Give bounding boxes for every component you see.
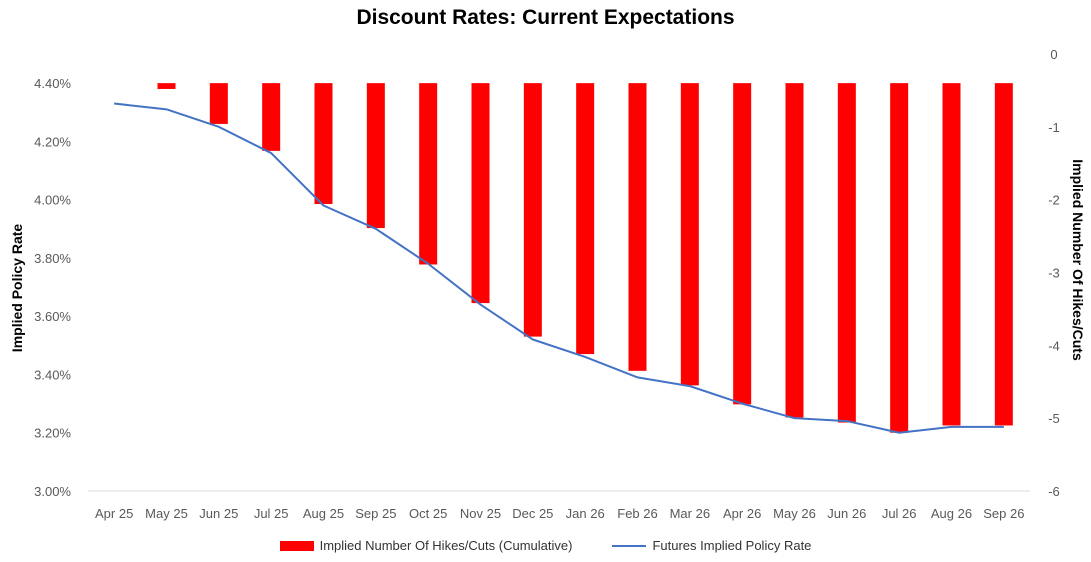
x-tick-label: Aug 25 xyxy=(303,506,344,521)
x-tick-label: Jun 25 xyxy=(199,506,238,521)
legend-item-line: Futures Implied Policy Rate xyxy=(612,538,811,553)
x-tick-label: Sep 25 xyxy=(355,506,396,521)
bar xyxy=(680,83,699,386)
y-right-tick-label: -4 xyxy=(1048,338,1060,353)
x-tick-label: Nov 25 xyxy=(460,506,501,521)
x-tick-label: Feb 26 xyxy=(617,506,657,521)
x-tick-label: Aug 26 xyxy=(931,506,972,521)
x-tick-label: May 26 xyxy=(773,506,816,521)
x-tick-label: Dec 25 xyxy=(512,506,553,521)
y-left-tick-label: 3.40% xyxy=(34,367,71,382)
bar xyxy=(942,83,961,426)
y-right-tick-label: -6 xyxy=(1048,484,1060,499)
y-left-tick-label: 4.20% xyxy=(34,134,71,149)
bar xyxy=(576,83,595,355)
bar xyxy=(890,83,909,433)
y-left-tick-label: 3.60% xyxy=(34,309,71,324)
bar xyxy=(209,83,228,124)
y-left-tick-label: 3.20% xyxy=(34,426,71,441)
x-tick-label: Apr 26 xyxy=(723,506,761,521)
y-right-tick-label: -3 xyxy=(1048,266,1060,281)
y-left-tick-label: 3.00% xyxy=(34,484,71,499)
bar xyxy=(157,83,176,89)
x-tick-label: Oct 25 xyxy=(409,506,447,521)
y-left-tick-label: 4.40% xyxy=(34,76,71,91)
bar xyxy=(314,83,333,205)
legend-label-bars: Implied Number Of Hikes/Cuts (Cumulative… xyxy=(319,538,573,553)
bar xyxy=(837,83,856,423)
bar xyxy=(994,83,1013,426)
y-right-tick-label: 0 xyxy=(1050,47,1057,62)
x-tick-label: May 25 xyxy=(145,506,188,521)
y-left-tick-label: 3.80% xyxy=(34,251,71,266)
bar xyxy=(785,83,804,418)
x-tick-label: Jul 26 xyxy=(882,506,917,521)
bar xyxy=(733,83,752,405)
legend-label-line: Futures Implied Policy Rate xyxy=(652,538,812,553)
legend-item-bars: Implied Number Of Hikes/Cuts (Cumulative… xyxy=(279,538,573,553)
legend: Implied Number Of Hikes/Cuts (Cumulative… xyxy=(0,538,1091,553)
x-tick-label: Jun 26 xyxy=(827,506,866,521)
chart-title: Discount Rates: Current Expectations xyxy=(356,6,735,29)
bar xyxy=(366,83,385,229)
y-right-tick-label: -2 xyxy=(1048,193,1060,208)
y-right-tick-label: -1 xyxy=(1048,120,1060,135)
y-right-tick-label: -5 xyxy=(1048,411,1060,426)
x-tick-label: Mar 26 xyxy=(670,506,710,521)
legend-swatch-bars xyxy=(279,540,314,551)
x-tick-label: Apr 25 xyxy=(95,506,133,521)
legend-swatch-line xyxy=(612,544,647,547)
bar xyxy=(419,83,438,265)
x-tick-label: Sep 26 xyxy=(983,506,1024,521)
bar xyxy=(471,83,490,304)
x-tick-label: Jan 26 xyxy=(566,506,605,521)
bar xyxy=(262,83,281,151)
y-left-tick-label: 4.00% xyxy=(34,193,71,208)
bar xyxy=(628,83,647,371)
bar xyxy=(523,83,542,337)
x-tick-label: Jul 25 xyxy=(254,506,289,521)
line-series-policy-rate xyxy=(114,102,1004,434)
